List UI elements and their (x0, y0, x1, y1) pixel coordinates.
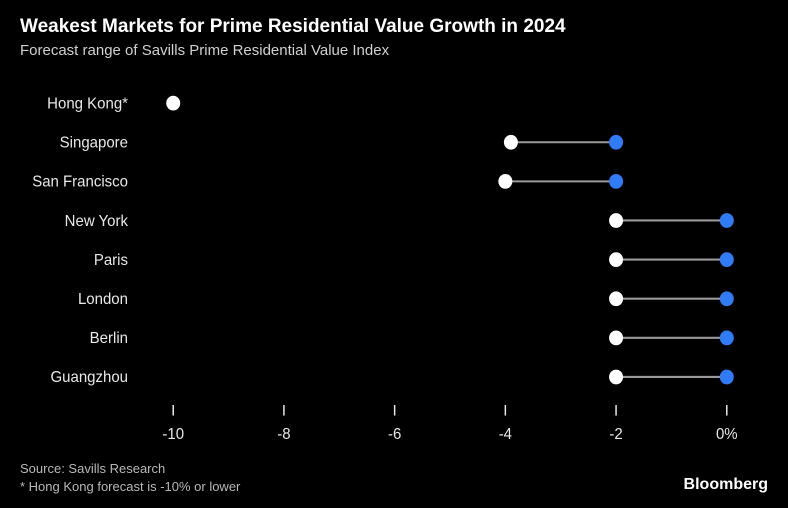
low-marker (609, 252, 623, 267)
chart-container: Weakest Markets for Prime Residential Va… (0, 0, 788, 508)
row-label: Guangzhou (51, 369, 128, 386)
chart-svg: Hong Kong* Singapore San Francisco New York… (20, 73, 768, 454)
row-label: Hong Kong* (47, 95, 128, 112)
high-marker (609, 135, 623, 150)
footnote: * Hong Kong forecast is -10% or lower (20, 478, 240, 496)
row-label: Paris (94, 252, 128, 269)
low-marker (609, 213, 623, 228)
source-line: Source: Savills Research (20, 460, 240, 478)
high-marker (720, 252, 734, 267)
high-marker (720, 213, 734, 228)
footer-text: Source: Savills Research * Hong Kong for… (20, 460, 240, 496)
chart-footer: Source: Savills Research * Hong Kong for… (20, 460, 768, 496)
low-marker (166, 96, 180, 111)
row-label: San Francisco (32, 173, 128, 190)
high-marker (720, 370, 734, 385)
chart-plot-area: Hong Kong* Singapore San Francisco New York… (20, 73, 768, 454)
x-tick-label: -2 (609, 425, 622, 442)
row-label: New York (65, 212, 129, 229)
x-tick-label: 0% (716, 425, 738, 442)
chart-title: Weakest Markets for Prime Residential Va… (20, 16, 768, 38)
low-marker (609, 291, 623, 306)
high-marker (609, 174, 623, 189)
x-tick-label: -8 (277, 425, 290, 442)
low-marker (498, 174, 512, 189)
row-label: Berlin (90, 330, 128, 347)
x-tick-label: -10 (162, 425, 184, 442)
row-label: Singapore (60, 134, 128, 151)
low-marker (504, 135, 518, 150)
high-marker (720, 291, 734, 306)
x-tick-label: -4 (499, 425, 513, 442)
chart-subtitle: Forecast range of Savills Prime Resident… (20, 42, 768, 59)
low-marker (609, 330, 623, 345)
low-marker (609, 370, 623, 385)
x-tick-label: -6 (388, 425, 401, 442)
brand-label: Bloomberg (684, 474, 768, 496)
row-label: London (78, 291, 128, 308)
high-marker (720, 330, 734, 345)
